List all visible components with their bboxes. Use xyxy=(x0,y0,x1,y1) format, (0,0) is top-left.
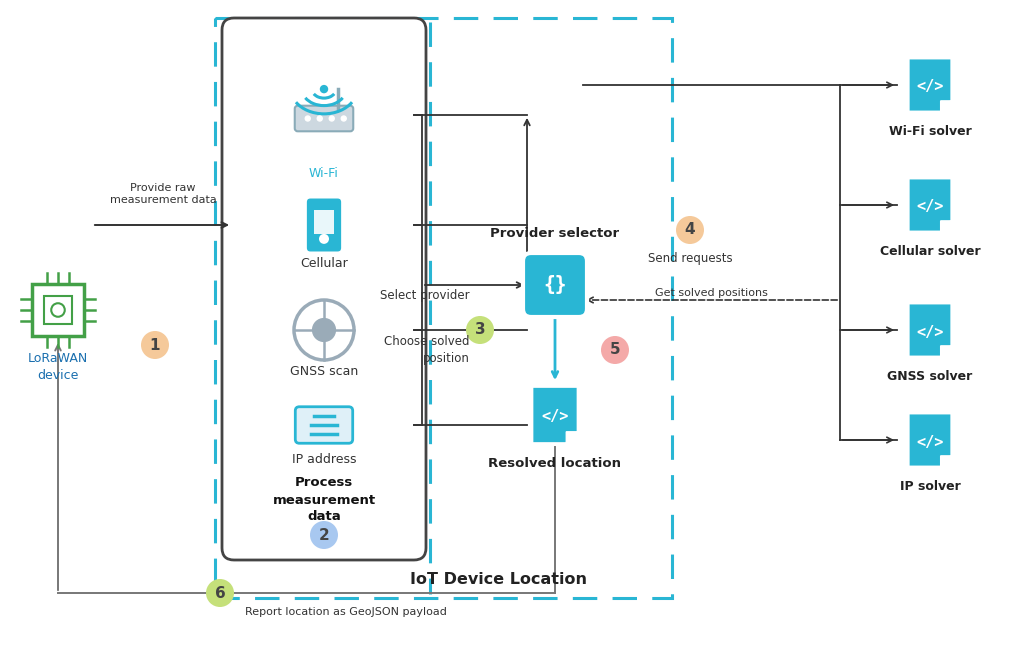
Bar xyxy=(43,295,73,324)
Polygon shape xyxy=(908,178,952,233)
Text: Process
measurement
data: Process measurement data xyxy=(272,476,375,523)
Polygon shape xyxy=(566,432,578,444)
Circle shape xyxy=(206,579,234,607)
Circle shape xyxy=(310,521,338,549)
Bar xyxy=(314,210,334,234)
Circle shape xyxy=(317,116,322,121)
Text: 2: 2 xyxy=(319,527,329,542)
Text: Wi-Fi: Wi-Fi xyxy=(309,167,339,180)
Text: 6: 6 xyxy=(215,586,225,601)
Text: 3: 3 xyxy=(474,322,485,337)
Text: IP solver: IP solver xyxy=(900,480,961,493)
Circle shape xyxy=(601,336,629,364)
Text: Send requests: Send requests xyxy=(648,252,733,265)
Text: GNSS solver: GNSS solver xyxy=(887,370,973,383)
FancyBboxPatch shape xyxy=(523,253,587,317)
Circle shape xyxy=(313,318,335,341)
Circle shape xyxy=(329,116,334,121)
Text: Select provider: Select provider xyxy=(380,288,470,301)
FancyBboxPatch shape xyxy=(296,407,353,443)
Circle shape xyxy=(319,234,329,244)
Text: Get solved positions: Get solved positions xyxy=(655,288,768,298)
Polygon shape xyxy=(940,456,952,467)
FancyBboxPatch shape xyxy=(295,105,353,131)
Text: Provide raw
measurement data: Provide raw measurement data xyxy=(110,183,216,205)
Circle shape xyxy=(306,116,310,121)
Text: </>: </> xyxy=(916,324,943,339)
Text: </>: </> xyxy=(916,200,943,214)
Polygon shape xyxy=(908,413,952,467)
Text: IP address: IP address xyxy=(292,453,356,466)
Circle shape xyxy=(341,116,346,121)
Circle shape xyxy=(321,86,328,92)
Circle shape xyxy=(141,331,169,359)
Bar xyxy=(215,18,672,598)
Text: {}: {} xyxy=(543,276,567,295)
Text: 5: 5 xyxy=(609,343,621,358)
Circle shape xyxy=(466,316,494,344)
Polygon shape xyxy=(940,346,952,357)
Polygon shape xyxy=(908,303,952,357)
Text: Provider selector: Provider selector xyxy=(490,227,620,240)
Text: </>: </> xyxy=(916,79,943,94)
FancyBboxPatch shape xyxy=(222,18,426,560)
Text: LoRaWAN
device: LoRaWAN device xyxy=(28,352,88,382)
Text: 1: 1 xyxy=(149,337,160,352)
Text: Choose solved
position: Choose solved position xyxy=(384,335,470,365)
Text: </>: </> xyxy=(541,409,569,424)
Text: Report location as GeoJSON payload: Report location as GeoJSON payload xyxy=(245,607,447,617)
Text: 4: 4 xyxy=(685,223,695,238)
Text: IoT Device Location: IoT Device Location xyxy=(410,572,587,588)
Text: GNSS scan: GNSS scan xyxy=(290,365,358,378)
Polygon shape xyxy=(532,386,578,444)
FancyBboxPatch shape xyxy=(306,197,342,253)
Text: Cellular solver: Cellular solver xyxy=(880,245,981,258)
Text: Cellular: Cellular xyxy=(300,257,348,270)
Text: </>: </> xyxy=(916,434,943,449)
Polygon shape xyxy=(940,101,952,112)
Text: Wi-Fi solver: Wi-Fi solver xyxy=(889,125,972,138)
Circle shape xyxy=(676,216,704,244)
Polygon shape xyxy=(940,221,952,233)
Bar xyxy=(32,284,84,336)
Polygon shape xyxy=(908,58,952,112)
Text: Resolved location: Resolved location xyxy=(488,457,622,470)
